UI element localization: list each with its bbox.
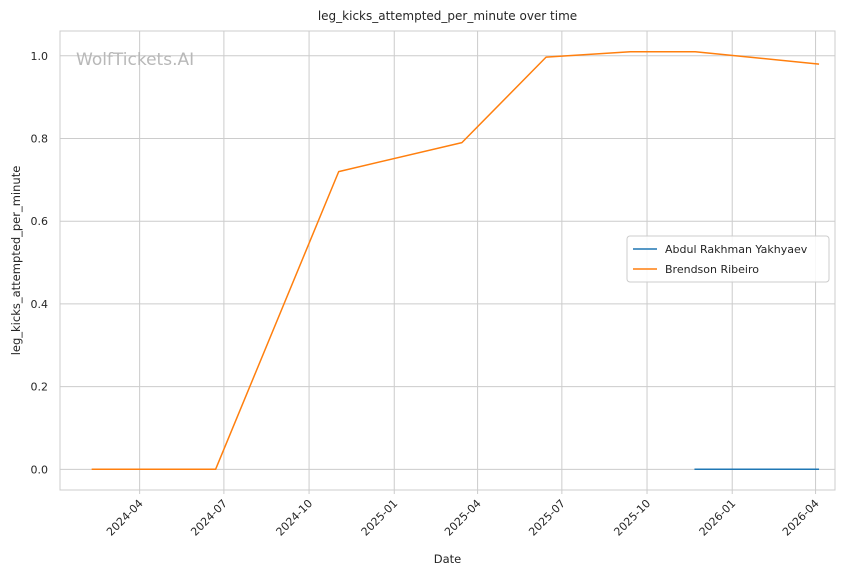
legend: Abdul Rakhman Yakhyaev Brendson Ribeiro bbox=[626, 235, 830, 283]
y-tick-label: 0.4 bbox=[31, 298, 49, 311]
watermark: WolfTickets.AI bbox=[76, 50, 194, 70]
y-tick-label: 0.0 bbox=[31, 463, 49, 476]
legend-entry-2: Brendson Ribeiro bbox=[665, 263, 759, 276]
series-line-2 bbox=[91, 50, 820, 471]
x-tick-label: 2024-04 bbox=[104, 497, 146, 539]
y-tick-label: 0.2 bbox=[31, 381, 49, 394]
x-tick-labels: 2024-04 2024-07 2024-10 2025-01 2025-04 2025-… bbox=[104, 497, 822, 539]
plot-area-frame bbox=[59, 30, 836, 491]
series-layer bbox=[91, 50, 820, 471]
y-tick-labels: 0.0 0.2 0.4 0.6 0.8 1.0 bbox=[31, 50, 49, 477]
y-tick-label: 0.6 bbox=[31, 215, 49, 228]
x-tick-label: 2025-01 bbox=[359, 497, 401, 539]
x-tick-label: 2025-10 bbox=[611, 497, 653, 539]
x-tick-label: 2026-04 bbox=[780, 497, 822, 539]
x-tick-label: 2024-10 bbox=[273, 497, 315, 539]
chart-title: leg_kicks_attempted_per_minute over time bbox=[318, 9, 577, 23]
y-axis-label: leg_kicks_attempted_per_minute bbox=[9, 166, 23, 356]
x-tick-label: 2025-04 bbox=[442, 497, 484, 539]
y-tick-label: 1.0 bbox=[31, 50, 49, 63]
y-tick-label: 0.8 bbox=[31, 133, 49, 146]
x-tick-label: 2025-07 bbox=[526, 497, 568, 539]
x-tick-label: 2026-01 bbox=[697, 497, 739, 539]
legend-box bbox=[626, 235, 830, 283]
legend-entry-1: Abdul Rakhman Yakhyaev bbox=[665, 243, 808, 256]
x-axis-label: Date bbox=[434, 552, 462, 566]
x-tick-label: 2024-07 bbox=[188, 497, 230, 539]
